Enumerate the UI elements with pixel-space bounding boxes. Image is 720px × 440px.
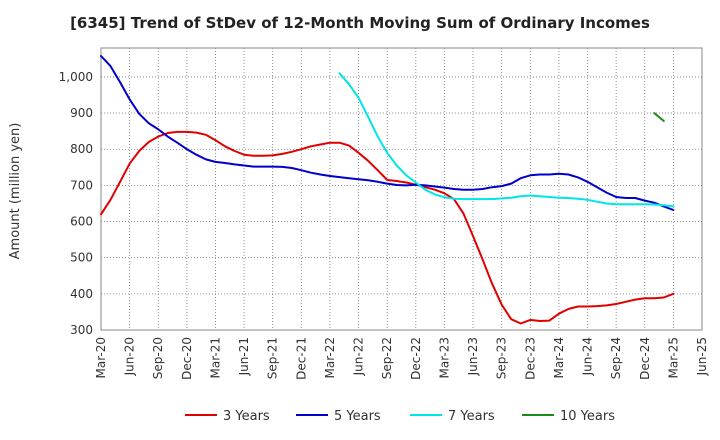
legend: 3 Years 5 Years 7 Years 10 Years <box>185 409 615 424</box>
x-tick-label: Mar-23 <box>437 337 451 378</box>
y-tick-label: 900 <box>70 106 93 120</box>
legend-item: 3 Years <box>185 409 270 424</box>
y-axis-title: Amount (million yen) <box>8 123 23 260</box>
x-tick-label: Mar-24 <box>552 337 566 378</box>
y-tick-label: 1,000 <box>59 70 93 84</box>
y-tick-label: 600 <box>70 215 93 229</box>
x-axis-ticks: Mar-20 Jun-20 Sep-20 Dec-20 Mar-21 Jun-21 Sep-… <box>94 337 709 380</box>
series-line-5-years <box>100 55 675 211</box>
chart-title: [6345] Trend of StDev of 12-Month Moving… <box>70 14 650 32</box>
legend-item: 10 Years <box>522 409 615 424</box>
y-tick-label: 800 <box>70 142 93 156</box>
x-tick-label: Sep-23 <box>495 337 509 379</box>
legend-item: 7 Years <box>410 409 495 424</box>
legend-label: 10 Years <box>560 409 615 424</box>
x-tick-label: Jun-23 <box>466 337 480 376</box>
legend-label: 3 Years <box>223 409 270 424</box>
x-tick-label: Jun-22 <box>352 337 366 376</box>
x-tick-label: Dec-22 <box>409 337 423 380</box>
legend-label: 7 Years <box>448 409 495 424</box>
x-tick-label: Jun-24 <box>581 337 595 376</box>
legend-item: 5 Years <box>296 409 381 424</box>
series-layer <box>100 55 675 325</box>
plot-border <box>100 47 703 331</box>
x-tick-label: Dec-20 <box>180 337 194 380</box>
y-tick-label: 500 <box>70 251 93 265</box>
y-axis-ticks: 300 400 500 600 700 800 900 1,000 <box>59 70 93 337</box>
series-line-7-years <box>338 72 675 208</box>
x-tick-label: Sep-21 <box>266 337 280 379</box>
series-line-3-years <box>100 130 675 325</box>
x-tick-label: Sep-22 <box>380 337 394 379</box>
x-tick-label: Mar-20 <box>94 337 108 378</box>
grid-layer <box>101 48 702 330</box>
x-tick-label: Dec-24 <box>638 337 652 380</box>
x-tick-label: Mar-25 <box>666 337 680 378</box>
series-line-10-years <box>653 112 665 122</box>
x-tick-label: Sep-24 <box>609 337 623 379</box>
x-tick-label: Jun-21 <box>237 337 251 376</box>
y-tick-label: 700 <box>70 178 93 192</box>
x-tick-label: Dec-23 <box>523 337 537 380</box>
x-tick-label: Sep-20 <box>151 337 165 379</box>
y-tick-label: 400 <box>70 287 93 301</box>
x-tick-label: Jun-25 <box>695 337 709 376</box>
y-tick-label: 300 <box>70 323 93 337</box>
x-tick-label: Jun-20 <box>123 337 137 376</box>
x-tick-label: Dec-21 <box>294 337 308 380</box>
legend-label: 5 Years <box>334 409 381 424</box>
x-tick-label: Mar-22 <box>323 337 337 378</box>
x-tick-label: Mar-21 <box>208 337 222 378</box>
